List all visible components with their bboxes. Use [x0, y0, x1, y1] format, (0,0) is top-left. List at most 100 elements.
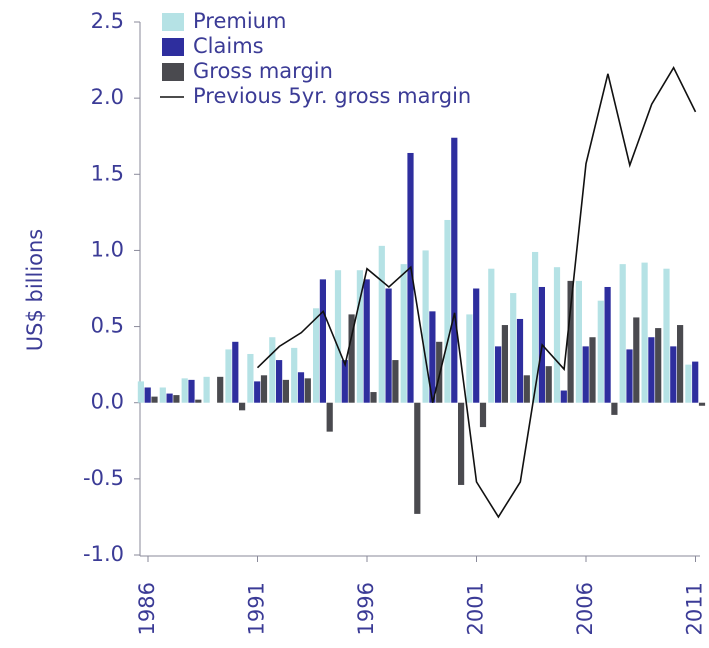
line: [256, 66, 697, 519]
x-tick-label: 1991: [245, 582, 269, 635]
y-tick-label: 2.5: [91, 9, 124, 33]
bar: [501, 325, 508, 403]
bar: [276, 360, 283, 403]
bar: [225, 349, 232, 403]
bar: [166, 393, 173, 403]
bar: [495, 346, 502, 403]
bar: [282, 379, 289, 403]
bar: [655, 328, 662, 403]
bar: [334, 270, 342, 403]
bar: [677, 325, 684, 403]
bar: [685, 364, 692, 403]
y-tick-label: 1.0: [91, 237, 124, 261]
bar: [291, 347, 298, 403]
bar: [188, 379, 195, 403]
bar: [137, 381, 144, 403]
y-tick-label: 0.5: [91, 314, 124, 338]
bar: [297, 372, 305, 403]
bar: [232, 341, 239, 403]
x-tick-label: 2006: [573, 582, 597, 635]
x-tick-label: 1986: [135, 582, 159, 635]
legend-swatch: [162, 13, 184, 31]
legend-label: Premium: [193, 9, 286, 33]
bar: [319, 279, 326, 403]
bar: [567, 280, 574, 403]
bar: [348, 314, 355, 403]
bar: [313, 308, 320, 403]
bar: [473, 288, 480, 403]
bar: [532, 251, 539, 403]
bar: [619, 264, 626, 403]
bar: [698, 402, 706, 406]
bar: [326, 402, 333, 432]
bar: [341, 360, 348, 403]
bar: [363, 279, 370, 403]
bar: [597, 300, 604, 403]
bar: [173, 395, 180, 403]
legend-swatch: [162, 38, 184, 56]
bar: [392, 360, 399, 403]
bar: [488, 268, 495, 403]
bar: [144, 387, 151, 403]
legend-swatch: [162, 63, 184, 81]
bar: [304, 378, 311, 403]
bar: [648, 337, 655, 403]
bar: [247, 353, 254, 403]
bar: [370, 392, 377, 403]
bar: [260, 375, 268, 403]
legend-label: Claims: [193, 34, 264, 58]
x-tick-label: 1996: [354, 582, 378, 635]
bar: [663, 268, 670, 403]
bar: [611, 402, 618, 415]
bar: [407, 152, 414, 403]
bar: [582, 346, 589, 403]
x-tick-label: 2001: [464, 582, 488, 635]
bar: [444, 219, 451, 403]
legend-label: Gross margin: [193, 59, 333, 83]
bar: [516, 318, 524, 403]
bar: [670, 346, 677, 403]
bar: [553, 267, 561, 403]
y-axis-label: US$ billions: [23, 229, 47, 352]
bar: [545, 366, 552, 403]
x-tick-label: 2011: [683, 582, 707, 635]
bar: [510, 293, 517, 403]
bar: [692, 361, 699, 403]
y-tick-label: -0.5: [83, 466, 124, 490]
bar: [414, 402, 421, 514]
bar: [641, 262, 648, 403]
bar: [159, 387, 166, 403]
bar: [378, 245, 385, 403]
bar: [466, 314, 473, 403]
bar: [195, 399, 202, 403]
legend-label: Previous 5yr. gross margin: [193, 84, 471, 108]
bar: [151, 396, 158, 403]
bar: [203, 376, 210, 403]
y-tick-label: 0.0: [91, 390, 124, 414]
bar: [429, 311, 436, 403]
bar: [217, 376, 224, 403]
bar: [589, 337, 596, 403]
bar: [436, 341, 443, 403]
bar: [604, 286, 611, 403]
bar: [523, 375, 530, 403]
bar: [400, 264, 407, 403]
bar: [458, 402, 465, 485]
y-tick-label: 1.5: [91, 161, 124, 185]
bar: [479, 402, 487, 428]
bar: [575, 280, 582, 403]
bar: [356, 270, 363, 403]
bar: [422, 250, 429, 403]
y-tick-label: 2.0: [91, 85, 124, 109]
bar: [626, 349, 633, 403]
y-tick-label: -1.0: [83, 542, 124, 566]
bar: [451, 137, 458, 403]
bar: [385, 288, 392, 403]
bar: [269, 337, 276, 403]
bar: [560, 390, 567, 403]
bar: [181, 378, 188, 403]
bar: [239, 402, 246, 411]
bar: [633, 317, 640, 403]
bar: [254, 381, 261, 403]
